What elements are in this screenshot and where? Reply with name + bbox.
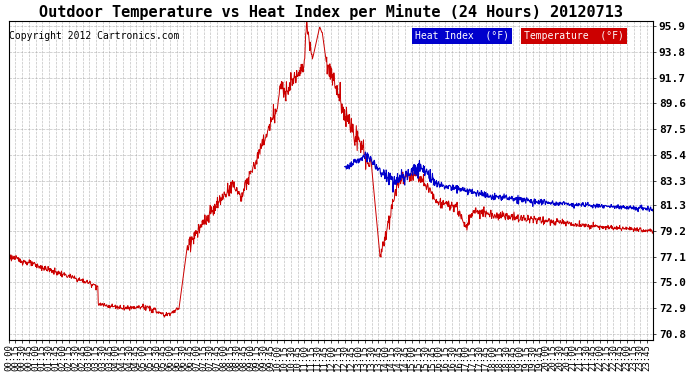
Text: Copyright 2012 Cartronics.com: Copyright 2012 Cartronics.com <box>9 31 179 41</box>
Text: Temperature  (°F): Temperature (°F) <box>524 31 624 41</box>
Text: Heat Index  (°F): Heat Index (°F) <box>415 31 509 41</box>
Title: Outdoor Temperature vs Heat Index per Minute (24 Hours) 20120713: Outdoor Temperature vs Heat Index per Mi… <box>39 4 623 20</box>
